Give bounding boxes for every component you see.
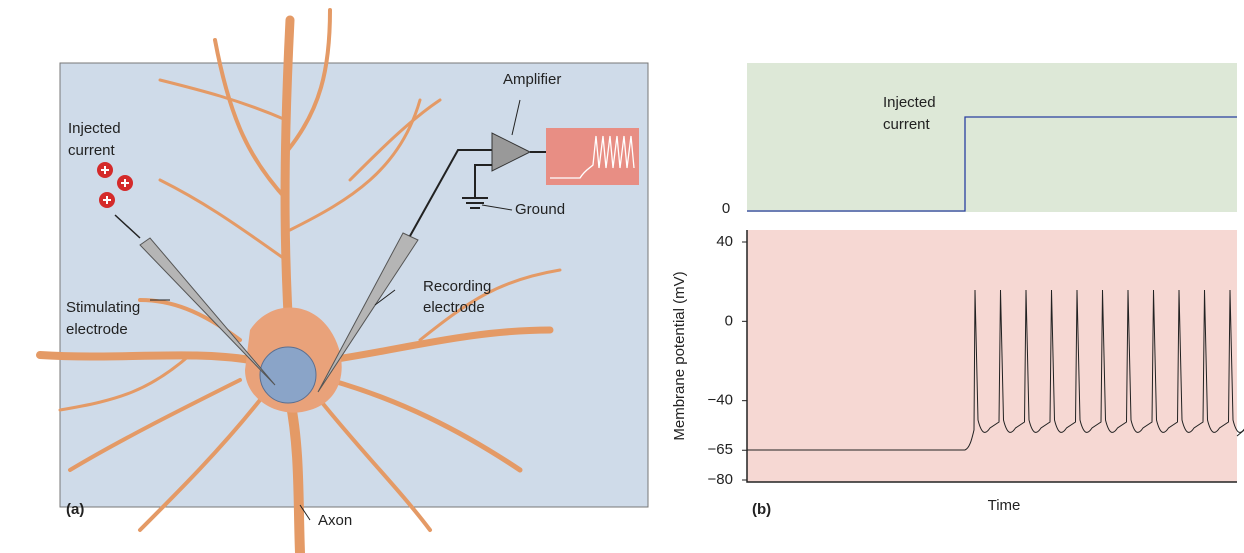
label: Ground <box>515 201 565 218</box>
panel-label: (a) <box>66 501 84 518</box>
x-axis-label: Time <box>988 497 1021 514</box>
label: Amplifier <box>503 71 561 88</box>
label: current <box>883 116 931 133</box>
current-background <box>747 63 1237 212</box>
voltage-background <box>747 230 1237 482</box>
label: electrode <box>423 299 485 316</box>
y-tick-label: 0 <box>725 312 733 329</box>
label: current <box>68 142 116 159</box>
y-tick-label: −80 <box>708 471 733 488</box>
panel-label: (b) <box>752 501 771 518</box>
label: Stimulating <box>66 299 140 316</box>
y-tick-label: −40 <box>708 392 733 409</box>
y-tick-label: 40 <box>716 233 733 250</box>
label: Axon <box>318 512 352 529</box>
y-axis-label: Membrane potential (mV) <box>671 271 688 440</box>
label: Recording <box>423 278 491 295</box>
y-tick-label: −65 <box>708 441 733 458</box>
figure: Injected current Amplifier Ground Stimul… <box>0 0 1244 553</box>
label: electrode <box>66 321 128 338</box>
tick-label: 0 <box>722 200 730 217</box>
label: Injected <box>68 120 121 137</box>
label: Injected <box>883 94 936 111</box>
